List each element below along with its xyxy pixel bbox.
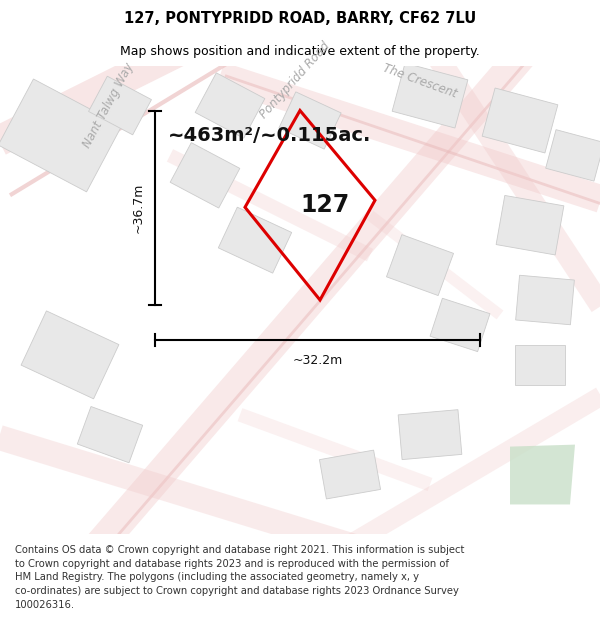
Polygon shape bbox=[392, 63, 468, 128]
Polygon shape bbox=[545, 129, 600, 181]
Polygon shape bbox=[0, 79, 122, 192]
Polygon shape bbox=[218, 207, 292, 273]
Text: Map shows position and indicative extent of the property.: Map shows position and indicative extent… bbox=[120, 45, 480, 58]
Polygon shape bbox=[386, 234, 454, 296]
Text: Pontypridd Road: Pontypridd Road bbox=[257, 40, 332, 121]
Polygon shape bbox=[89, 76, 151, 135]
Text: 127: 127 bbox=[301, 192, 350, 216]
Polygon shape bbox=[482, 88, 558, 153]
Text: Contains OS data © Crown copyright and database right 2021. This information is : Contains OS data © Crown copyright and d… bbox=[15, 545, 464, 609]
Polygon shape bbox=[279, 92, 341, 149]
Polygon shape bbox=[319, 450, 380, 499]
Polygon shape bbox=[496, 196, 564, 255]
Text: ~463m²/~0.115ac.: ~463m²/~0.115ac. bbox=[168, 126, 371, 145]
Polygon shape bbox=[398, 409, 462, 459]
Text: ~32.2m: ~32.2m bbox=[292, 354, 343, 367]
Polygon shape bbox=[430, 298, 490, 352]
Text: The Crescent: The Crescent bbox=[381, 61, 459, 100]
Text: 127, PONTYPRIDD ROAD, BARRY, CF62 7LU: 127, PONTYPRIDD ROAD, BARRY, CF62 7LU bbox=[124, 11, 476, 26]
Polygon shape bbox=[515, 345, 565, 385]
Polygon shape bbox=[21, 311, 119, 399]
Polygon shape bbox=[510, 444, 575, 504]
Polygon shape bbox=[195, 73, 265, 138]
Text: ~36.7m: ~36.7m bbox=[132, 182, 145, 233]
Polygon shape bbox=[170, 142, 240, 208]
Polygon shape bbox=[515, 275, 574, 325]
Text: Nant Talwg Way: Nant Talwg Way bbox=[80, 61, 136, 150]
Polygon shape bbox=[77, 406, 143, 462]
